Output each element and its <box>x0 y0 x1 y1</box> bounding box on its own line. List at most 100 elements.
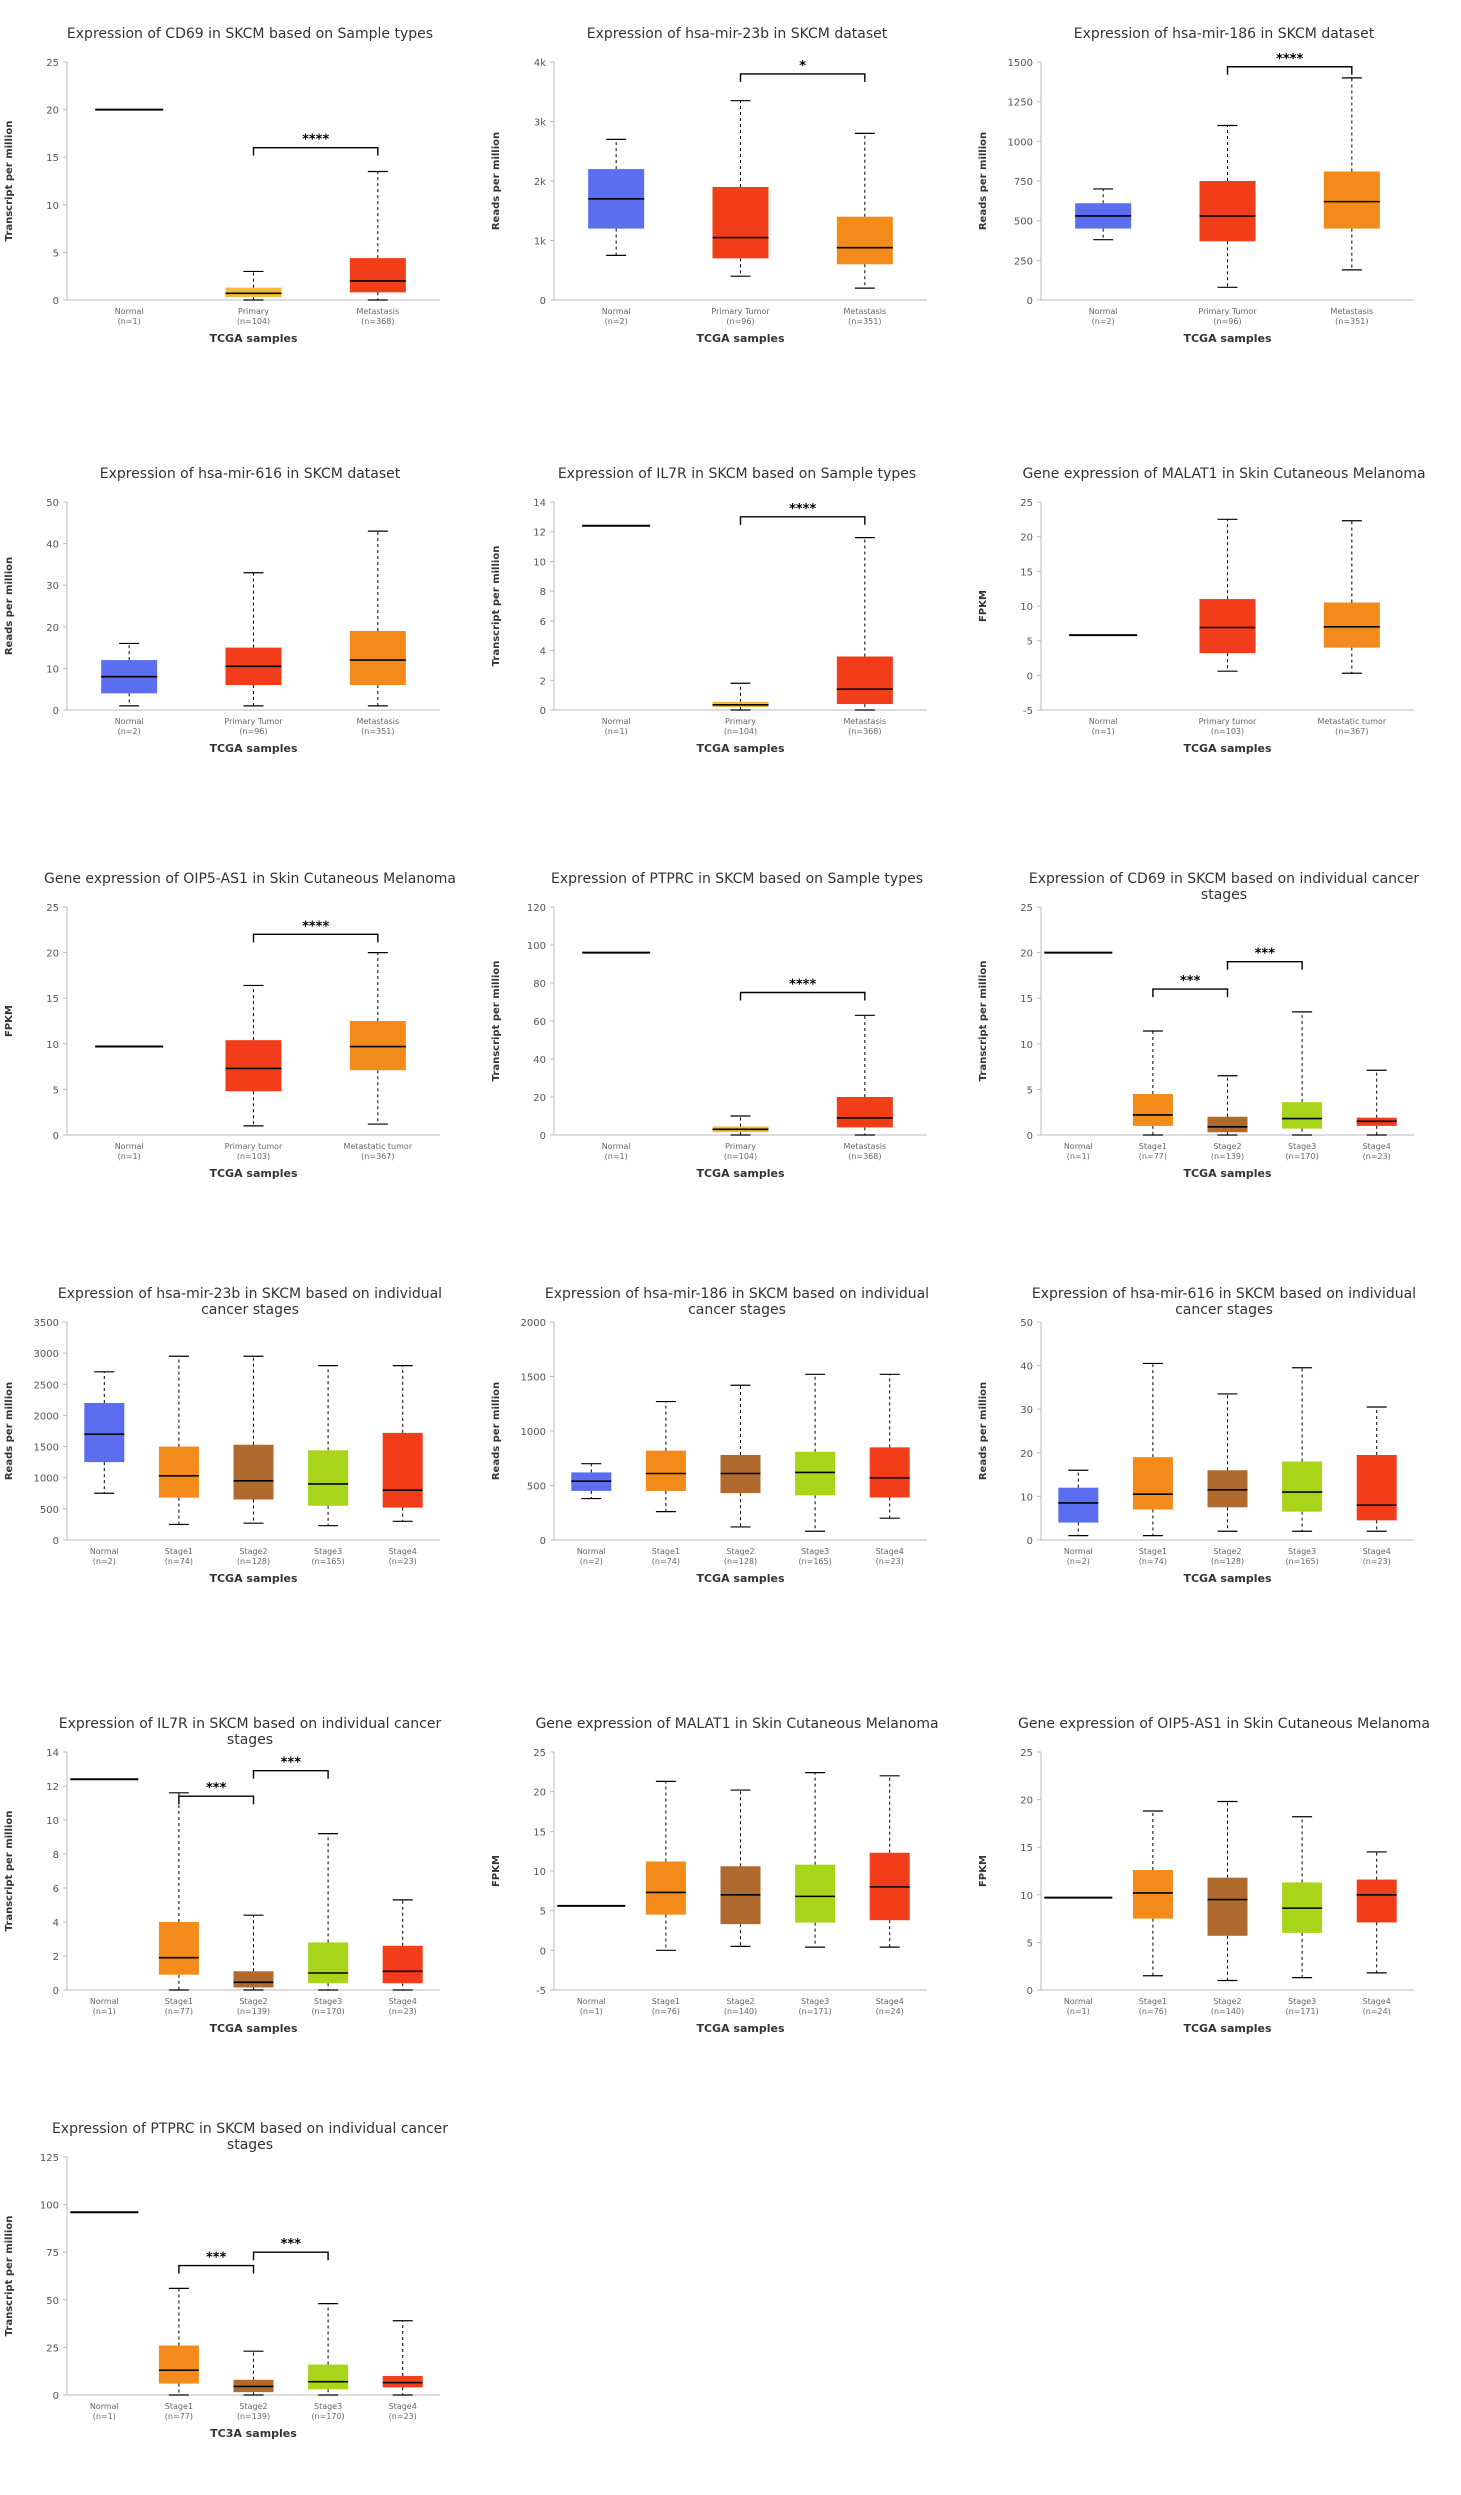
panel-b: Expression of hsa-mir-23b in SKCM datase… <box>487 0 974 400</box>
x-tick-count: (n=96) <box>1213 317 1241 326</box>
y-tick-label: 2 <box>540 676 546 687</box>
x-tick-count: (n=103) <box>237 1152 270 1161</box>
x-axis-label: TCGA samples <box>696 2022 784 2035</box>
significance-label: **** <box>302 919 329 934</box>
x-tick-label: Stage2 <box>1213 1547 1241 1556</box>
x-tick-count: (n=76) <box>652 2007 680 2016</box>
x-axis-label: TCGA samples <box>1183 332 1271 345</box>
x-tick-label: Primary <box>725 1142 756 1151</box>
x-tick-label: Metastasis <box>357 717 400 726</box>
box-primary-tumor <box>225 984 282 1127</box>
x-tick-count: (n=2) <box>580 1557 603 1566</box>
x-tick-label: Stage2 <box>239 2402 267 2411</box>
panel-h: Expression of PTPRC in SKCM based on Sam… <box>487 845 974 1245</box>
y-tick-label: 3500 <box>34 1318 59 1329</box>
significance-bracket <box>252 933 379 943</box>
x-tick-count: (n=165) <box>1285 1557 1318 1566</box>
box-primary-tumor <box>712 100 769 277</box>
x-tick-label: Normal <box>602 1142 631 1151</box>
x-tick-count: (n=368) <box>361 317 394 326</box>
x-tick-label: Primary <box>238 307 269 316</box>
chart-title: Expression of IL7R in SKCM based on Samp… <box>527 466 947 482</box>
x-tick-label: Stage4 <box>1363 1547 1391 1556</box>
y-tick-label: 50 <box>46 498 59 509</box>
x-tick-count: (n=77) <box>1139 1152 1167 1161</box>
x-tick-count: (n=368) <box>848 1152 881 1161</box>
x-tick-label: Stage2 <box>726 1547 754 1556</box>
iqr-box <box>158 1446 199 1498</box>
chart-title-line: stages <box>226 1732 274 1748</box>
x-axis-label: TCGA samples <box>1183 2022 1271 2035</box>
iqr-box <box>1282 1102 1323 1129</box>
x-tick-label: Stage4 <box>1363 1142 1391 1151</box>
x-tick-label: Normal <box>115 717 144 726</box>
x-tick-label: Normal <box>577 1997 606 2006</box>
box-primary-tumor <box>1199 518 1256 672</box>
y-tick-label: 1000 <box>34 1474 59 1485</box>
chart-title-line: Expression of PTPRC in SKCM based on Sam… <box>550 871 923 887</box>
y-axis-label: Reads per million <box>491 1382 502 1480</box>
x-tick-count: (n=23) <box>389 1557 417 1566</box>
y-axis-label: Transcript per million <box>491 546 502 667</box>
x-tick-label: Metastatic tumor <box>1318 717 1387 726</box>
x-axis-label: TCGA samples <box>209 332 297 345</box>
y-tick-label: 2500 <box>34 1380 59 1391</box>
chart-title-line: Gene expression of OIP5-AS1 in Skin Cuta… <box>44 871 456 887</box>
iqr-box <box>1323 602 1380 648</box>
y-tick-label: 50 <box>1020 1318 1033 1329</box>
y-tick-label: 40 <box>46 540 59 551</box>
y-tick-label: 125 <box>40 2153 59 2164</box>
y-tick-label: 5 <box>540 1907 546 1918</box>
y-axis-label: Transcript per million <box>4 1811 15 1932</box>
x-tick-label: Stage3 <box>1288 1142 1316 1151</box>
y-tick-label: 20 <box>1020 1449 1033 1460</box>
y-tick-label: 20 <box>1020 1796 1033 1807</box>
x-tick-label: Stage1 <box>165 1547 193 1556</box>
y-tick-label: 0 <box>1027 671 1033 682</box>
y-tick-label: -5 <box>1023 706 1033 717</box>
x-tick-count: (n=77) <box>165 2007 193 2016</box>
chart-title-line: Expression of CD69 in SKCM based on Samp… <box>66 26 434 42</box>
iqr-box <box>84 1402 125 1463</box>
y-tick-label: 500 <box>527 1482 546 1493</box>
x-tick-label: Stage1 <box>165 1997 193 2006</box>
iqr-box <box>645 1861 686 1915</box>
y-tick-label: 4 <box>540 647 546 658</box>
y-axis-label: Reads per million <box>491 132 502 230</box>
significance-label: *** <box>281 2237 302 2252</box>
box-metastasis <box>349 170 406 301</box>
x-tick-label: Normal <box>1089 307 1118 316</box>
y-tick-label: 1k <box>534 237 546 248</box>
y-tick-label: 15 <box>46 994 59 1005</box>
x-tick-label: Stage2 <box>1213 1997 1241 2006</box>
y-tick-label: 10 <box>1020 1891 1033 1902</box>
box-normal <box>1058 1469 1099 1537</box>
box-stage1 <box>1132 1810 1173 1977</box>
box-normal <box>1075 188 1132 241</box>
x-tick-count: (n=351) <box>361 727 394 736</box>
chart-title-line: Expression of hsa-mir-186 in SKCM datase… <box>1073 26 1375 42</box>
x-axis-label: TC3A samples <box>210 2427 297 2440</box>
panel-j: Expression of hsa-mir-23b in SKCM based … <box>0 1260 487 1660</box>
y-tick-label: 0 <box>53 1131 59 1142</box>
x-tick-count: (n=140) <box>1211 2007 1244 2016</box>
boxplot-svg: 0 20 40 60 80 100 120 Transcript per million Nor… <box>491 903 927 1180</box>
significance-bracket <box>1152 988 1229 998</box>
y-tick-label: 60 <box>533 1017 546 1028</box>
iqr-box <box>233 1971 274 1988</box>
y-tick-label: 1000 <box>521 1427 546 1438</box>
iqr-box <box>1199 181 1256 242</box>
y-axis-label: Reads per million <box>978 132 989 230</box>
y-tick-label: 100 <box>40 2201 59 2212</box>
chart-title: Expression of hsa-mir-616 in SKCM based … <box>1014 1286 1434 1318</box>
box-stage2 <box>233 2350 274 2396</box>
iqr-box <box>1132 1093 1173 1126</box>
chart-title-line: Expression of IL7R in SKCM based on indi… <box>58 1716 442 1732</box>
chart-title: Expression of hsa-mir-186 in SKCM datase… <box>1014 26 1434 42</box>
chart-title-line: Expression of hsa-mir-616 in SKCM based … <box>1031 1286 1417 1302</box>
x-axis-label: TCGA samples <box>696 1572 784 1585</box>
x-tick-label: Normal <box>90 1997 119 2006</box>
y-tick-label: 2k <box>534 177 546 188</box>
x-tick-count: (n=77) <box>165 2412 193 2421</box>
